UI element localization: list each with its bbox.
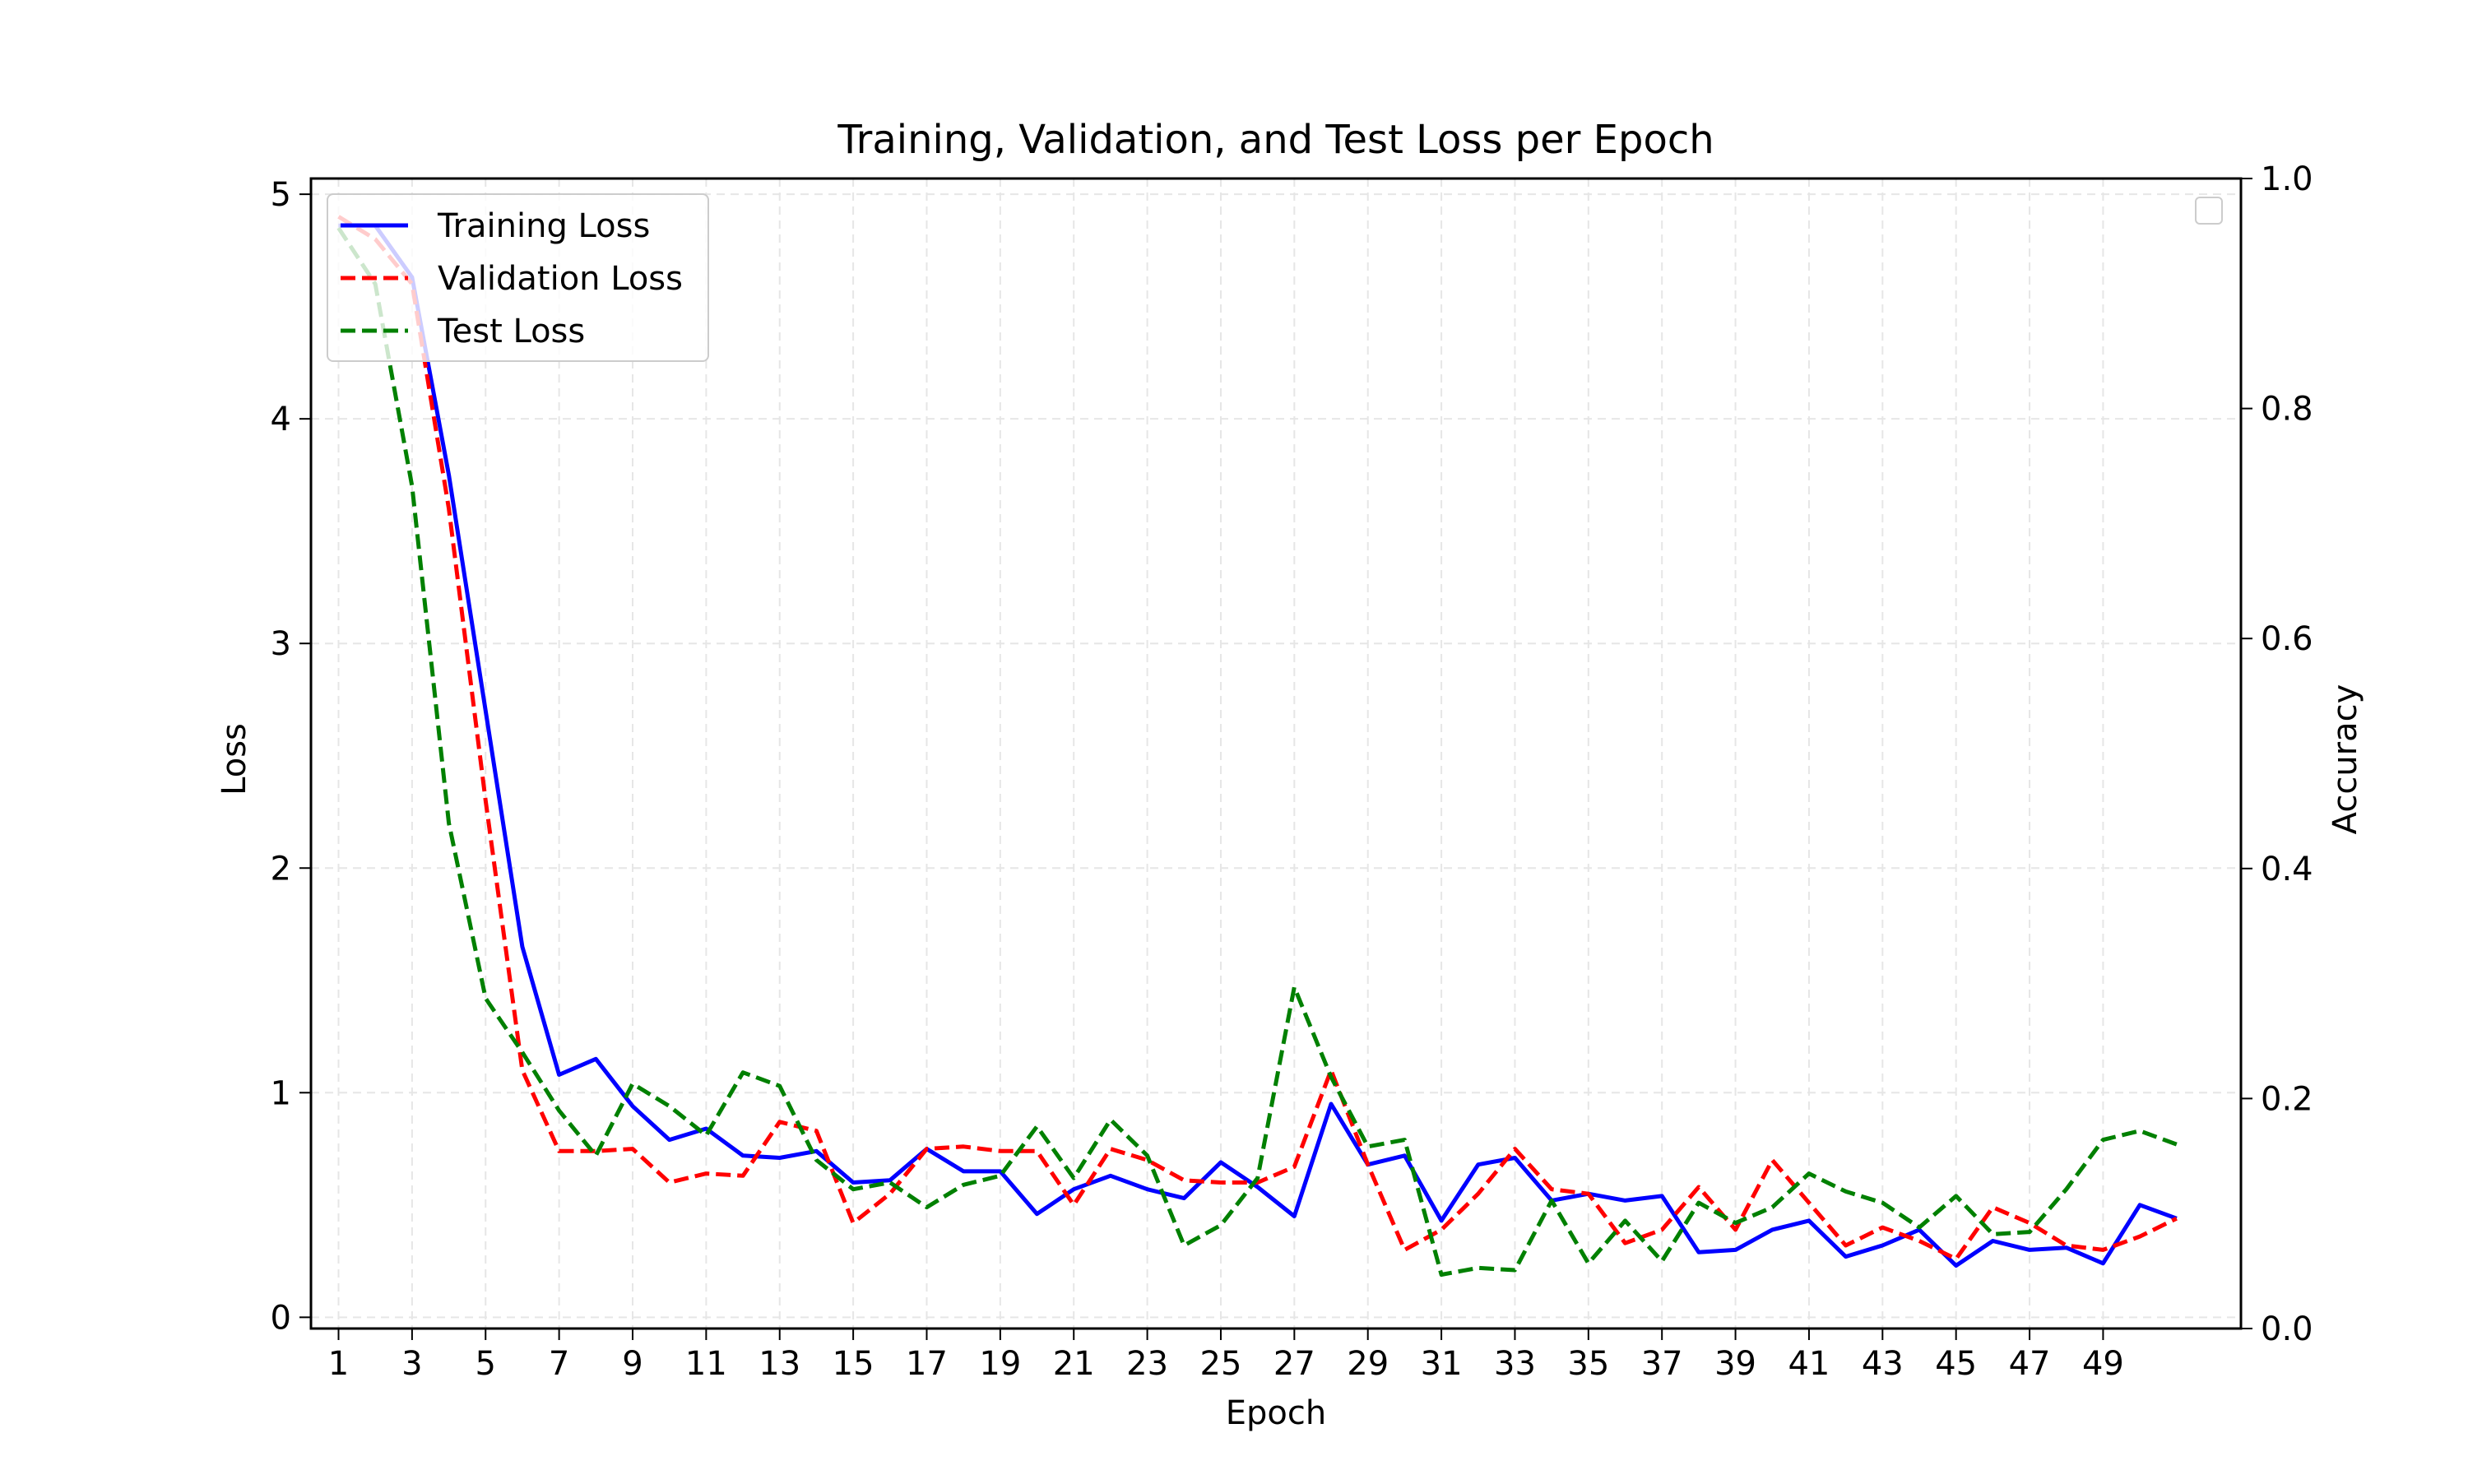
series-line-training-loss bbox=[338, 223, 2178, 1268]
x-axis-label: Epoch bbox=[1226, 1394, 1326, 1432]
x-tick-label: 9 bbox=[622, 1345, 643, 1383]
x-tick-label: 15 bbox=[833, 1345, 874, 1383]
x-tick-label: 29 bbox=[1347, 1345, 1389, 1383]
empty-legend-box bbox=[2195, 197, 2223, 225]
x-tick-label: 45 bbox=[1935, 1345, 1977, 1383]
y-right-tick-label: 0.2 bbox=[2261, 1080, 2313, 1118]
y-right-tick-label: 0.4 bbox=[2261, 851, 2313, 888]
legend: Training Loss Validation Loss Test Loss bbox=[327, 193, 709, 362]
y-right-tick-label: 0.8 bbox=[2261, 391, 2313, 429]
plot-frame bbox=[309, 177, 2243, 1330]
legend-label: Validation Loss bbox=[438, 260, 683, 298]
y-axis-label: Loss bbox=[216, 723, 253, 795]
x-tick-label: 13 bbox=[758, 1345, 800, 1383]
x-tick-label: 31 bbox=[1421, 1345, 1463, 1383]
x-tick-label: 3 bbox=[401, 1345, 422, 1383]
y-tick-label: 0 bbox=[271, 1299, 291, 1337]
y-tick-label: 3 bbox=[271, 625, 291, 663]
x-tick-label: 47 bbox=[2009, 1345, 2051, 1383]
x-tick-label: 25 bbox=[1200, 1345, 1242, 1383]
y-right-tick-label: 0.0 bbox=[2261, 1310, 2313, 1348]
x-tick-label: 21 bbox=[1053, 1345, 1095, 1383]
x-tick-label: 5 bbox=[476, 1345, 496, 1383]
legend-label: Training Loss bbox=[437, 207, 650, 245]
chart-title: Training, Validation, and Test Loss per … bbox=[837, 117, 1714, 163]
x-tick-label: 49 bbox=[2082, 1345, 2124, 1383]
legend-box bbox=[327, 193, 709, 362]
y-tick-label: 1 bbox=[271, 1074, 291, 1112]
x-tick-label: 17 bbox=[906, 1345, 948, 1383]
x-tick-label: 41 bbox=[1788, 1345, 1830, 1383]
series-line-validation-loss bbox=[337, 215, 2178, 1261]
y-tick-label: 4 bbox=[271, 401, 291, 438]
x-tick-label: 37 bbox=[1641, 1345, 1683, 1383]
x-tick-label: 1 bbox=[328, 1345, 349, 1383]
y-right-tick-label: 0.6 bbox=[2261, 620, 2313, 658]
x-tick-label: 33 bbox=[1494, 1345, 1536, 1383]
y-right-tick-label: 1.0 bbox=[2261, 160, 2313, 198]
x-tick-label: 27 bbox=[1273, 1345, 1315, 1383]
y-axis-right-label: Accuracy bbox=[2327, 684, 2364, 835]
y-tick-label: 5 bbox=[271, 176, 291, 214]
x-tick-label: 23 bbox=[1126, 1345, 1168, 1383]
y-tick-label: 2 bbox=[271, 850, 291, 888]
x-tick-label: 7 bbox=[549, 1345, 569, 1383]
x-tick-label: 39 bbox=[1714, 1345, 1756, 1383]
x-tick-label: 11 bbox=[685, 1345, 727, 1383]
series-lines bbox=[336, 215, 2178, 1277]
legend-label: Test Loss bbox=[437, 313, 585, 350]
x-tick-label: 19 bbox=[979, 1345, 1021, 1383]
x-tick-label: 35 bbox=[1567, 1345, 1609, 1383]
series-line-test-loss bbox=[336, 226, 2178, 1277]
axis-ticks: 1 3 5 7 9 11 13 15 17 19 21 23 25 27 29 31 33 35 37 39 41 43 4… bbox=[271, 160, 2313, 1383]
x-tick-label: 43 bbox=[1862, 1345, 1904, 1383]
